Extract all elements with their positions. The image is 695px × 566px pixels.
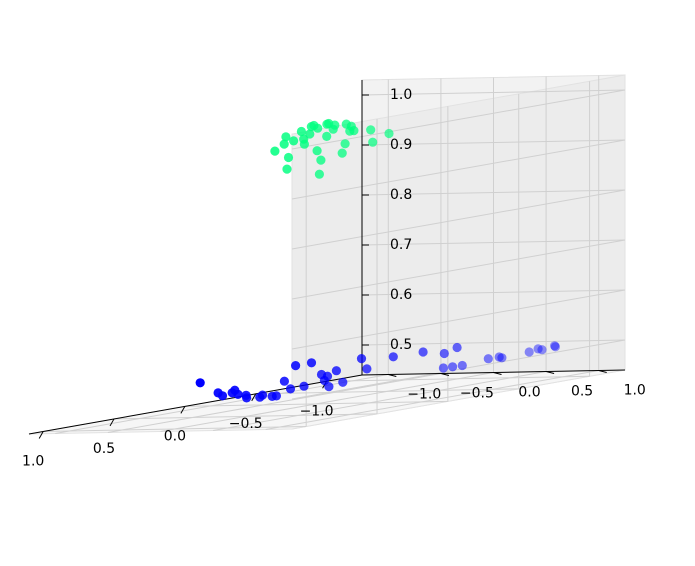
scatter-point bbox=[282, 164, 292, 174]
z-tick-label: 0.8 bbox=[390, 187, 412, 203]
scatter-point bbox=[283, 152, 294, 163]
scatter-point bbox=[316, 369, 327, 380]
scatter-point bbox=[438, 363, 448, 373]
y-tick-label: −1.0 bbox=[407, 387, 441, 403]
scatter-point bbox=[356, 354, 367, 364]
scatter-point bbox=[213, 388, 223, 398]
scatter-point bbox=[299, 381, 309, 391]
scatter-point bbox=[452, 342, 462, 353]
scatter-point bbox=[279, 376, 289, 386]
grid-line-y-floor bbox=[213, 371, 547, 431]
scatter-point bbox=[296, 126, 306, 137]
y-tick-mark bbox=[493, 372, 502, 375]
y-tick-label: 0.0 bbox=[518, 385, 540, 401]
scatter-point bbox=[337, 148, 347, 158]
scatter-point bbox=[494, 352, 504, 362]
scatter-point bbox=[384, 128, 394, 139]
scatter-point bbox=[362, 364, 372, 374]
scatter-point bbox=[289, 136, 299, 146]
data-points bbox=[195, 118, 561, 403]
scatter-point bbox=[306, 122, 316, 132]
scatter-point bbox=[257, 390, 268, 400]
grid-line-z-back bbox=[291, 289, 626, 350]
grid-line-z-side bbox=[361, 289, 626, 296]
x-tick-mark bbox=[251, 393, 257, 402]
scatter-point bbox=[524, 347, 534, 357]
z-tick-label: 0.7 bbox=[390, 237, 412, 253]
x-tick-label: −1.0 bbox=[300, 403, 334, 419]
scatter-point bbox=[366, 125, 376, 135]
x-tick-label: 0.5 bbox=[93, 441, 115, 457]
grid-line-y-floor bbox=[265, 370, 599, 430]
scatter-point bbox=[267, 391, 277, 401]
scatter-point bbox=[270, 146, 280, 156]
scatter-point bbox=[497, 353, 507, 363]
scatter-point bbox=[291, 361, 301, 371]
scatter-point bbox=[340, 139, 350, 149]
y-tick-label: 0.5 bbox=[571, 384, 593, 400]
scatter-point bbox=[322, 131, 332, 141]
grid-line-z-side bbox=[361, 89, 626, 96]
scatter-point bbox=[537, 345, 547, 355]
x-tick-mark bbox=[38, 431, 44, 439]
scatter-point bbox=[550, 341, 560, 351]
scatter-point bbox=[388, 352, 398, 362]
z-tick-label: 0.6 bbox=[390, 287, 412, 303]
scatter-point bbox=[316, 155, 326, 165]
scatter-point bbox=[241, 390, 251, 400]
scatter-point bbox=[331, 366, 341, 376]
z-tick-label: 1.0 bbox=[390, 87, 412, 103]
scatter-point bbox=[314, 169, 324, 179]
x-tick-label: 1.0 bbox=[22, 453, 44, 469]
y-tick-mark bbox=[598, 370, 607, 373]
scatter-point bbox=[533, 344, 543, 354]
scatter-point bbox=[279, 139, 289, 149]
scatter-point bbox=[322, 119, 332, 129]
scatter-point bbox=[312, 146, 322, 156]
grid-line-z-back bbox=[291, 239, 626, 300]
scatter-point bbox=[305, 129, 315, 139]
x-tick-mark bbox=[180, 406, 186, 414]
scatter-point bbox=[418, 347, 428, 357]
y-tick-mark bbox=[545, 371, 555, 374]
grid-line-y-floor bbox=[107, 373, 441, 433]
scatter-point bbox=[448, 362, 458, 372]
scatter-point bbox=[368, 137, 378, 147]
scatter-point bbox=[483, 354, 493, 364]
x-tick-label: −0.5 bbox=[229, 416, 263, 432]
grid-line-z-back bbox=[291, 89, 626, 150]
scatter-point bbox=[230, 385, 240, 395]
scatter-point bbox=[281, 132, 291, 142]
x-tick-label: 0.0 bbox=[164, 428, 186, 444]
axis-ticks: −1.0 −0.5 0.0 0.5 1.0 −1.0 −0.5 0.0 0.5 1.0 0.5 0.6… bbox=[22, 80, 646, 469]
z-tick-label: 0.9 bbox=[390, 137, 412, 153]
grid-line-z-back bbox=[291, 339, 626, 400]
z-tick-label: 0.5 bbox=[390, 337, 412, 353]
grid-line-z-side bbox=[361, 139, 626, 146]
grid-line-y-floor bbox=[160, 372, 494, 432]
y-tick-mark bbox=[440, 373, 450, 376]
y-tick-label: 1.0 bbox=[624, 383, 646, 399]
scatter-point bbox=[195, 378, 205, 388]
scatter-point bbox=[439, 348, 449, 359]
scatter-point bbox=[341, 119, 351, 129]
grid-line-z-side bbox=[361, 239, 626, 246]
grid-line-z-side bbox=[361, 189, 626, 196]
scatter-point bbox=[306, 358, 317, 368]
scatter-point bbox=[457, 360, 467, 371]
scatter-point bbox=[338, 377, 348, 387]
y-tick-label: −0.5 bbox=[460, 386, 494, 402]
grid-line-z-side bbox=[361, 339, 626, 346]
y-tick-mark bbox=[388, 374, 397, 377]
scatter-point bbox=[299, 134, 309, 144]
scatter-point bbox=[285, 384, 296, 394]
grid-line-z-back bbox=[291, 189, 626, 250]
x-tick-mark bbox=[109, 418, 115, 427]
scatter-point bbox=[550, 342, 561, 352]
grid-line-z-back bbox=[291, 139, 626, 200]
